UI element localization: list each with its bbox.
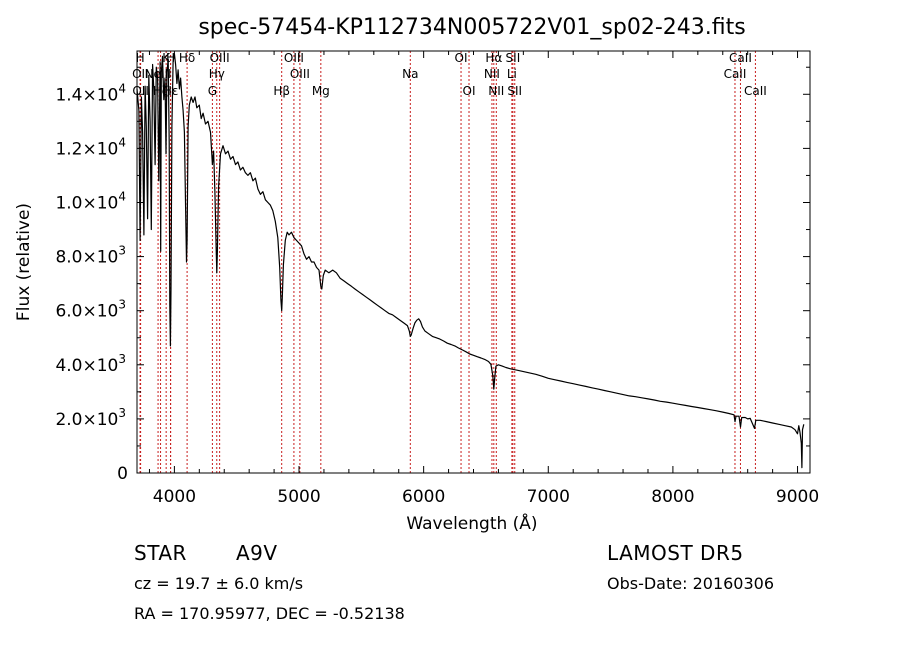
x-tick-label-3: 7000	[527, 487, 570, 507]
line-label-9: CaII	[729, 51, 752, 65]
x-axis: 4000 5000 6000 7000 8000 9000	[148, 51, 819, 507]
line-label-7: Hα	[485, 51, 502, 65]
line-label-1: K	[162, 51, 171, 65]
chart-title: spec-57454-KP112734N005722V01_sp02-243.f…	[198, 15, 745, 40]
x-tick-label-4: 8000	[651, 487, 694, 507]
y-tick-label-1: 2.0×103	[55, 406, 126, 430]
line-label-25: NII	[488, 84, 504, 98]
line-label-4: OIII	[210, 51, 230, 65]
coordinates: RA = 170.95977, DEC = -0.52138	[134, 604, 405, 623]
line-label-6: OI	[455, 51, 468, 65]
line-label-0: H	[136, 51, 145, 65]
y-tick-label-7: 1.4×104	[55, 81, 126, 105]
line-label-23: Mg	[312, 84, 330, 98]
spectral-line-markers	[139, 51, 756, 473]
line-label-12: Hγ	[209, 67, 225, 81]
line-label-18: OII	[132, 84, 149, 98]
object-type: STAR	[134, 541, 187, 565]
line-label-3: Hδ	[179, 51, 195, 65]
x-tick-label-1: 5000	[277, 487, 320, 507]
line-label-22: Hβ	[273, 84, 290, 98]
spectral-subclass: A9V	[236, 541, 278, 565]
line-label-8: SII	[506, 51, 521, 65]
y-tick-label-2: 4.0×103	[55, 352, 126, 376]
spectrum-series-line	[136, 53, 805, 469]
y-tick-label-6: 1.2×104	[55, 135, 126, 159]
line-label-10: OII	[132, 67, 149, 81]
line-label-13: OIII	[290, 67, 310, 81]
y-tick-label-5: 1.0×104	[55, 189, 126, 213]
y-tick-label-3: 6.0×103	[55, 298, 126, 322]
line-label-2: H	[166, 51, 175, 65]
redshift-cz: cz = 19.7 ± 6.0 km/s	[134, 574, 304, 593]
line-label-15: NII	[484, 67, 500, 81]
x-tick-label-5: 9000	[776, 487, 819, 507]
y-axis-label: Flux (relative)	[14, 203, 34, 321]
line-label-16: Li	[507, 67, 517, 81]
line-label-17: CaII	[724, 67, 747, 81]
survey-name: LAMOST DR5	[607, 541, 744, 565]
line-label-26: SII	[507, 84, 522, 98]
line-label-24: OI	[463, 84, 476, 98]
y-tick-label-4: 8.0×103	[55, 244, 126, 268]
y-axis: 0 2.0×103 4.0×103 6.0×103 8.0×103 1.0×104 1.2×…	[55, 66, 810, 484]
line-label-11: NeIII	[145, 67, 172, 81]
line-label-21: G	[208, 84, 217, 98]
x-tick-label-0: 4000	[153, 487, 196, 507]
x-axis-label: Wavelength (Å)	[406, 512, 537, 534]
x-tick-label-2: 6000	[402, 487, 445, 507]
line-label-27: CaII	[744, 84, 767, 98]
line-label-5: OIII	[284, 51, 304, 65]
y-tick-label-0: 0	[117, 464, 128, 484]
line-label-14: Na	[402, 67, 418, 81]
observation-date: Obs-Date: 20160306	[607, 574, 775, 593]
